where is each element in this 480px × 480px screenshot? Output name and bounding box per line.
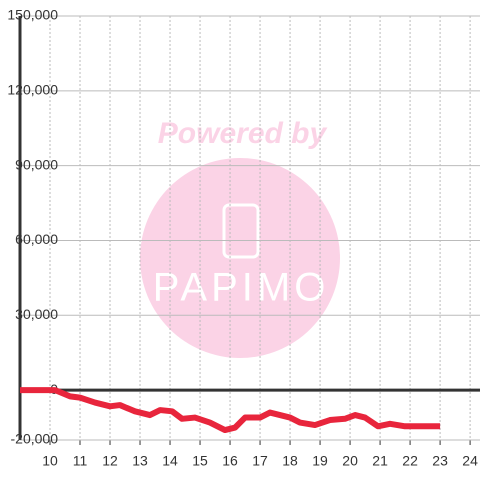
x-tick-label: 23 bbox=[432, 453, 448, 469]
line-series bbox=[20, 387, 441, 434]
y-tick-label: 150,000 bbox=[7, 7, 58, 23]
x-tick-label: 17 bbox=[252, 453, 268, 469]
watermark-text: Powered by bbox=[158, 117, 328, 150]
x-tick-label: 20 bbox=[342, 453, 358, 469]
x-tick-label: 10 bbox=[42, 453, 58, 469]
x-tick-label: 12 bbox=[102, 453, 118, 469]
y-tick-label: 60,000 bbox=[15, 231, 58, 247]
y-tick-label: 30,000 bbox=[15, 306, 58, 322]
x-tick-label: 16 bbox=[222, 453, 238, 469]
y-tick-label: -20,000 bbox=[11, 431, 59, 447]
y-tick-label: 90,000 bbox=[15, 156, 58, 172]
x-tick-label: 24 bbox=[462, 453, 478, 469]
x-tick-label: 21 bbox=[372, 453, 388, 469]
x-tick-label: 19 bbox=[312, 453, 328, 469]
x-tick-label: 15 bbox=[192, 453, 208, 469]
x-tick-label: 18 bbox=[282, 453, 298, 469]
x-tick-label: 11 bbox=[73, 453, 88, 469]
watermark-icon bbox=[222, 203, 260, 259]
y-tick-label: 120,000 bbox=[7, 82, 58, 98]
x-tick-label: 22 bbox=[402, 453, 418, 469]
x-tick-label: 13 bbox=[132, 453, 148, 469]
watermark-text: PAPIMO bbox=[153, 266, 330, 310]
x-tick-label: 14 bbox=[162, 453, 178, 469]
